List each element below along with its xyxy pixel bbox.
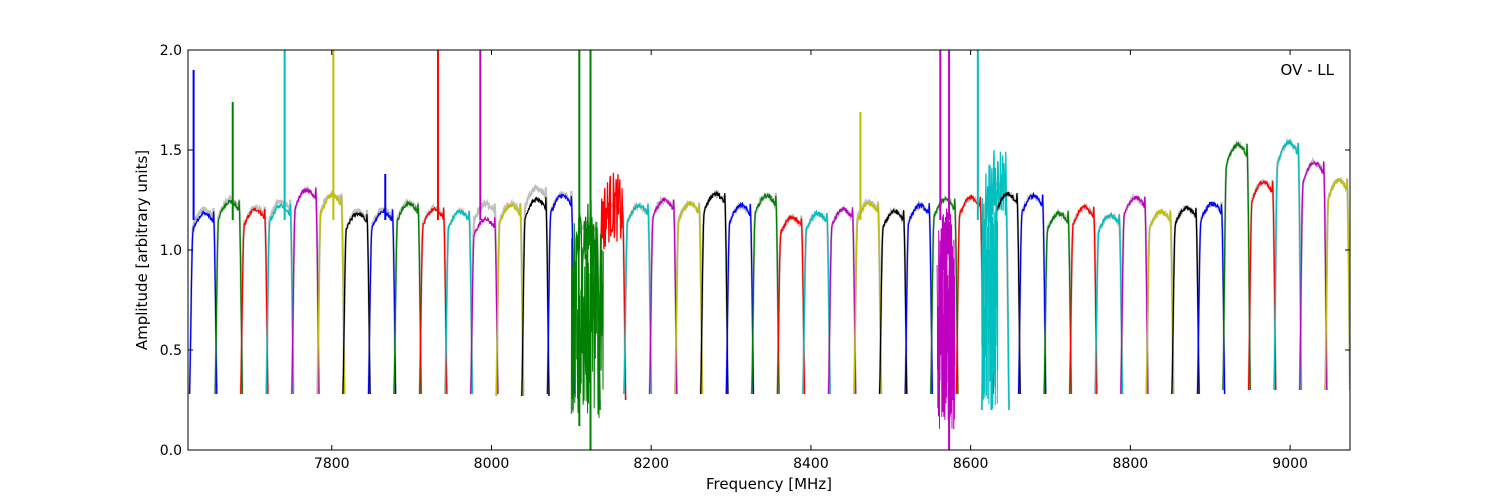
channel-trace bbox=[751, 192, 780, 395]
rfi-burst bbox=[570, 223, 604, 419]
background-trace bbox=[1247, 178, 1277, 391]
channel-trace bbox=[1247, 180, 1277, 391]
channel-trace bbox=[418, 206, 448, 395]
y-tick-label: 0.5 bbox=[160, 343, 182, 359]
channel-trace bbox=[1043, 210, 1072, 395]
channel-trace bbox=[214, 199, 243, 395]
y-tick-label: 1.0 bbox=[160, 243, 182, 259]
channel-trace bbox=[827, 206, 857, 395]
channel-trace bbox=[776, 214, 806, 395]
channel-trace bbox=[1145, 208, 1175, 395]
channel-trace bbox=[802, 209, 831, 395]
channel-trace bbox=[495, 203, 525, 397]
channel-trace bbox=[1094, 212, 1124, 395]
y-tick-label: 0.0 bbox=[160, 443, 182, 459]
x-tick-label: 9000 bbox=[1272, 456, 1308, 472]
channel-trace bbox=[1171, 205, 1200, 395]
plot-background bbox=[188, 50, 1350, 450]
background-trace bbox=[418, 202, 448, 395]
axis-ticks: 7800 8000 8200 8400 8600 8800 9000 0.0 0.5 1.0 1.5… bbox=[160, 43, 1350, 472]
x-tick-label: 8800 bbox=[1113, 456, 1149, 472]
rfi-burst bbox=[936, 230, 956, 430]
channel-trace bbox=[470, 215, 499, 395]
channel-trace bbox=[1196, 201, 1226, 395]
channel-trace bbox=[188, 210, 218, 395]
background-trace bbox=[1043, 207, 1073, 395]
channel-trace bbox=[342, 212, 371, 395]
channel-trace bbox=[546, 192, 576, 395]
background-trace bbox=[188, 205, 218, 395]
rfi-burst bbox=[981, 190, 999, 409]
channel-traces bbox=[188, 138, 1350, 411]
x-tick-label: 7800 bbox=[314, 456, 350, 472]
channel-trace bbox=[1017, 191, 1047, 395]
channel-trace bbox=[1222, 140, 1251, 391]
channel-trace bbox=[265, 202, 295, 395]
x-tick-label: 8600 bbox=[953, 456, 989, 472]
channel-trace bbox=[291, 187, 320, 395]
y-tick-label: 1.5 bbox=[160, 143, 182, 159]
channel-trace bbox=[316, 191, 346, 395]
channel-trace bbox=[878, 208, 908, 395]
channel-trace bbox=[725, 201, 755, 395]
y-axis-label: Amplitude [arbitrary units] bbox=[133, 150, 151, 350]
channel-trace bbox=[904, 201, 933, 395]
channel-trace bbox=[393, 200, 422, 395]
channel-trace bbox=[1069, 203, 1098, 395]
channel-trace bbox=[444, 208, 473, 395]
channel-trace bbox=[674, 200, 703, 395]
background-trace bbox=[469, 198, 499, 395]
y-tick-label: 2.0 bbox=[160, 43, 182, 59]
channel-trace bbox=[623, 203, 652, 395]
rfi-spikes bbox=[192, 50, 999, 450]
channel-trace bbox=[1120, 195, 1149, 395]
channel-trace bbox=[853, 200, 882, 395]
channel-trace bbox=[955, 193, 985, 395]
x-tick-label: 8000 bbox=[474, 456, 510, 472]
channel-trace bbox=[367, 207, 397, 395]
channel-trace bbox=[240, 207, 269, 395]
channel-trace bbox=[597, 172, 627, 401]
channel-trace bbox=[700, 190, 729, 395]
channel-trace bbox=[648, 196, 678, 395]
x-axis-label: Frequency [MHz] bbox=[706, 475, 832, 493]
x-tick-label: 8400 bbox=[793, 456, 829, 472]
channel-trace bbox=[1273, 138, 1302, 391]
channel-trace bbox=[1324, 177, 1350, 391]
background-trace bbox=[520, 183, 551, 397]
annotation-label: OV - LL bbox=[1281, 61, 1335, 79]
channel-trace bbox=[930, 196, 959, 395]
channel-trace bbox=[1299, 160, 1328, 391]
x-tick-label: 8200 bbox=[633, 456, 669, 472]
channel-trace bbox=[521, 196, 550, 397]
